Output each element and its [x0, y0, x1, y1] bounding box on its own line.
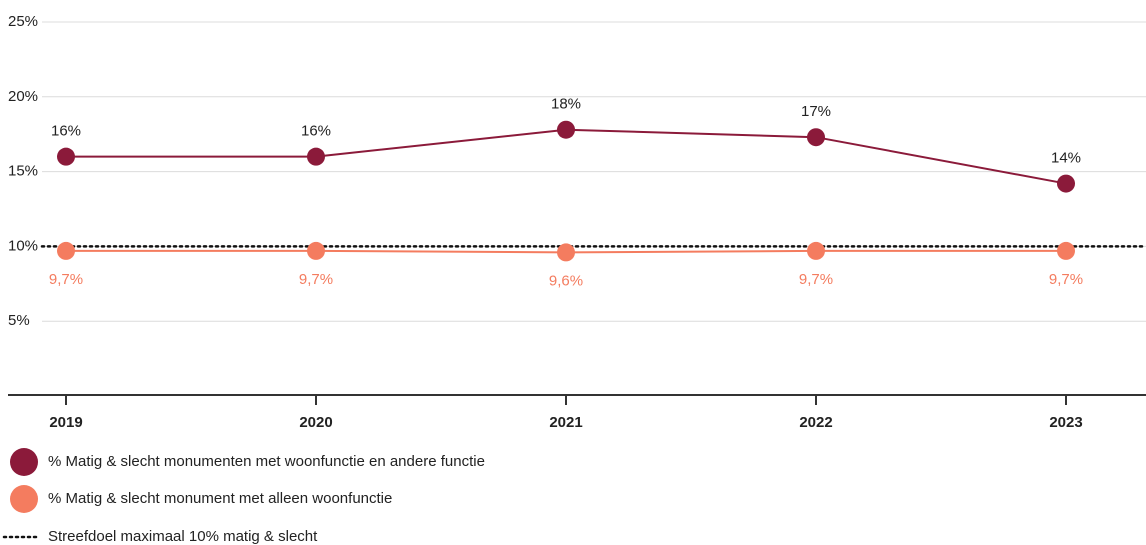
data-label: 16% — [301, 123, 331, 140]
x-tick-label: 2023 — [1049, 414, 1082, 431]
point — [807, 128, 825, 147]
x-tick-label: 2020 — [299, 414, 332, 431]
x-tick-label: 2022 — [799, 414, 832, 431]
point — [1057, 174, 1075, 193]
data-label: 9,7% — [49, 271, 83, 288]
data-label: 9,6% — [549, 272, 583, 289]
y-tick-label: 25% — [8, 13, 38, 30]
point — [57, 147, 75, 166]
y-tick-label: 20% — [8, 88, 38, 105]
data-label: 9,7% — [799, 271, 833, 288]
legend-label: % Matig & slecht monumenten met woonfunc… — [48, 453, 485, 470]
y-tick-label: 5% — [8, 312, 30, 329]
y-tick-label: 15% — [8, 163, 38, 180]
y-tick-label: 10% — [8, 237, 38, 254]
data-label: 18% — [551, 96, 581, 113]
point — [307, 241, 325, 260]
data-label: 9,7% — [1049, 271, 1083, 288]
point — [557, 120, 575, 139]
point — [57, 241, 75, 260]
legend-marker — [10, 448, 38, 476]
legend-label: Streefdoel maximaal 10% matig & slecht — [48, 528, 318, 545]
legend-label: % Matig & slecht monument met alleen woo… — [48, 490, 392, 507]
data-label: 17% — [801, 103, 831, 120]
point — [307, 147, 325, 166]
point — [1057, 241, 1075, 260]
point — [557, 243, 575, 262]
data-label: 16% — [51, 123, 81, 140]
x-tick-label: 2021 — [549, 414, 582, 431]
point — [807, 241, 825, 260]
data-label: 9,7% — [299, 271, 333, 288]
legend-marker — [10, 485, 38, 513]
x-tick-label: 2019 — [49, 414, 82, 431]
data-label: 14% — [1051, 150, 1081, 167]
